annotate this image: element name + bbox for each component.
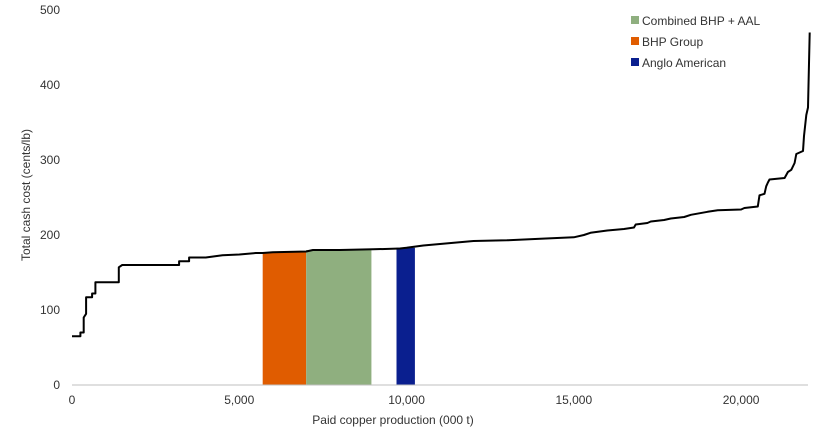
bar-combined-bhp-aal	[306, 250, 372, 385]
x-tick-label: 20,000	[723, 393, 760, 407]
y-tick-label: 500	[40, 3, 60, 17]
legend-swatch	[631, 37, 639, 45]
legend-label: Combined BHP + AAL	[642, 14, 761, 28]
x-axis-title: Paid copper production (000 t)	[312, 413, 473, 427]
y-tick-label: 400	[40, 78, 60, 92]
x-tick-label: 5,000	[224, 393, 254, 407]
legend-swatch	[631, 58, 639, 66]
y-tick-label: 200	[40, 228, 60, 242]
legend-label: Anglo American	[642, 56, 726, 70]
y-tick-label: 100	[40, 303, 60, 317]
y-axis-title: Total cash cost (cents/lb)	[19, 129, 33, 261]
legend-label: BHP Group	[642, 35, 703, 49]
x-tick-label: 10,000	[388, 393, 425, 407]
bar-bhp-group	[262, 252, 307, 385]
legend-swatch	[631, 16, 639, 24]
cost-curve-line	[72, 32, 811, 338]
legend: Combined BHP + AAL BHP Group Anglo America…	[631, 14, 761, 70]
y-tick-label: 300	[40, 153, 60, 167]
bars-layer	[262, 247, 415, 385]
bar-anglo-american	[396, 247, 415, 385]
x-tick-label: 15,000	[555, 393, 592, 407]
y-tick-label: 0	[53, 378, 60, 392]
cost-curve-line-layer	[72, 32, 811, 338]
x-axis-ticks: 0 5,000 10,000 15,000 20,000	[69, 393, 760, 407]
x-tick-label: 0	[69, 393, 76, 407]
y-axis-ticks: 0 100 200 300 400 500	[40, 3, 60, 392]
